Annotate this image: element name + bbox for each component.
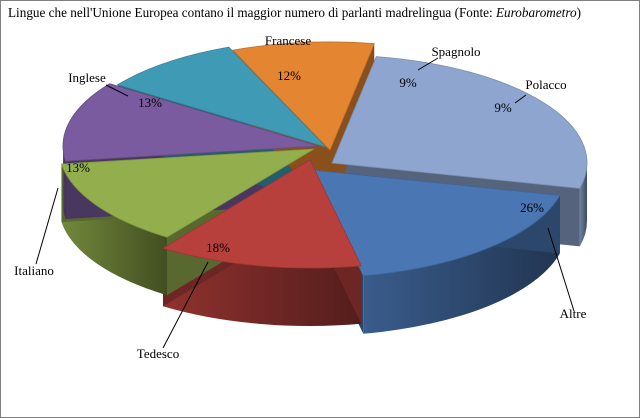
- leader-line-spagnolo: [417, 57, 439, 71]
- leader-line-polacco: [514, 94, 527, 104]
- category-label-polacco: Polacco: [525, 77, 566, 92]
- pct-label-francese: 12%: [277, 68, 301, 83]
- category-label-spagnolo: Spagnolo: [431, 44, 480, 59]
- pie-wall-tedesco: [363, 195, 560, 334]
- leader-line-italiano: [35, 187, 59, 265]
- pie-wall-inglese: [61, 164, 168, 296]
- chart-title-source: Eurobarometro: [495, 5, 577, 20]
- pct-label-spagnolo: 9%: [399, 75, 417, 90]
- chart-title-text: Lingue che nell'Unione Europea contano i…: [8, 5, 496, 20]
- category-label-italiano: Italiano: [14, 263, 54, 278]
- chart-title-close: ): [576, 5, 581, 20]
- pct-label-tedesco: 18%: [206, 240, 230, 255]
- pie-tops: [60, 41, 588, 277]
- pie-slice-spagnolo: [116, 46, 328, 148]
- category-label-francese: Francese: [265, 33, 311, 48]
- pie-slice-francese: [62, 83, 319, 162]
- leader-line-altre: [547, 227, 575, 312]
- pie-slice-tedesco: [311, 169, 561, 277]
- category-label-inglese: Inglese: [68, 70, 106, 85]
- pct-label-italiano: 13%: [66, 160, 90, 175]
- pct-label-altre: 26%: [520, 200, 544, 215]
- leader-line-inglese: [105, 84, 129, 97]
- pct-label-polacco: 9%: [494, 100, 512, 115]
- pie-slice-polacco: [232, 41, 375, 151]
- pie-slice-inglese: [60, 148, 315, 238]
- pie-labels: 26% Altre 18% Tedesco 13% Italiano 13% Inglese 1…: [14, 33, 586, 361]
- category-label-tedesco: Tedesco: [137, 346, 179, 361]
- chart-title: Lingue che nell'Unione Europea contano i…: [8, 5, 634, 21]
- pie-slice-italiano: [162, 159, 362, 269]
- pie-slice-altre: [331, 56, 588, 189]
- category-label-altre: Altre: [560, 306, 587, 321]
- pct-label-inglese: 13%: [138, 95, 162, 110]
- leader-line-tedesco: [162, 261, 209, 349]
- pie-wall-altre: [579, 163, 587, 247]
